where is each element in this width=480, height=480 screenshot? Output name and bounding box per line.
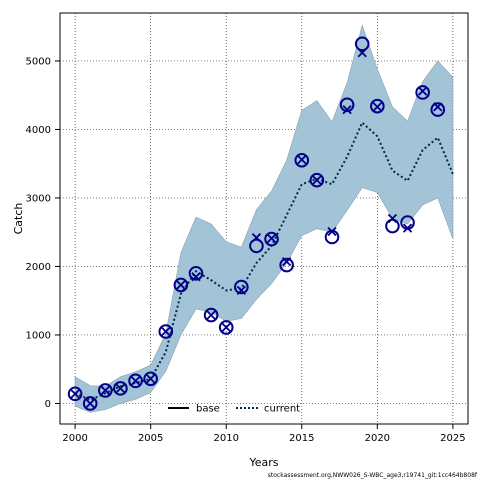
predicted-point (236, 285, 246, 296)
predicted-point (297, 154, 307, 165)
predicted-point (327, 226, 337, 237)
x-tick-label: 2005 (138, 433, 163, 444)
predicted-point (221, 322, 231, 333)
observed-point (294, 152, 310, 168)
predicted-point (357, 48, 367, 58)
x-axis-ticks: 2000 2005 2010 2015 2020 2025 (62, 424, 466, 444)
y-axis-title: Catch (12, 203, 25, 235)
observed-point (98, 383, 113, 398)
predicted-point (206, 310, 216, 320)
x-tick-label: 2015 (289, 433, 314, 444)
observed-point (430, 102, 446, 117)
y-tick-label: 1000 (26, 330, 51, 341)
observed-point (158, 324, 174, 339)
observed-point (203, 307, 219, 323)
confidence-band (74, 24, 454, 413)
observed-point (370, 98, 385, 114)
predicted-point (191, 272, 201, 282)
predicted-point (130, 376, 141, 386)
observed-point (234, 279, 249, 295)
predicted-point (312, 175, 322, 185)
y-tick-label: 0 (45, 399, 51, 410)
predicted-point (387, 213, 398, 224)
observed-point (218, 320, 234, 335)
plot-frame (59, 12, 469, 425)
x-tick-label: 2020 (365, 433, 390, 444)
x-tick-label: 2010 (213, 433, 238, 444)
y-tick-label: 5000 (26, 56, 51, 67)
observed-points (67, 36, 446, 411)
observed-point (354, 36, 370, 52)
predicted-point (418, 86, 428, 96)
observed-point (188, 266, 204, 281)
y-tick-label: 3000 (26, 193, 51, 204)
observed-point (309, 172, 325, 188)
x-tick-label: 2025 (440, 433, 465, 444)
predicted-point (176, 280, 186, 290)
observed-point (415, 85, 430, 100)
observed-point (339, 97, 355, 113)
observed-point (113, 381, 128, 396)
predicted-point (100, 385, 110, 396)
observed-point (128, 373, 143, 389)
predicted-point (282, 257, 292, 267)
predicted-points (70, 48, 443, 409)
x-axis-title: Years (248, 456, 278, 469)
grid (60, 13, 468, 424)
observed-point (143, 371, 158, 387)
confidence-band-area (74, 24, 454, 413)
predicted-point (433, 102, 443, 112)
observed-point (279, 257, 294, 273)
observed-point (82, 396, 98, 411)
y-axis-ticks: 0 1000 2000 3000 4000 5000 (26, 56, 60, 410)
predicted-point (85, 398, 95, 409)
observed-point (173, 277, 189, 293)
legend-base-label: base (196, 404, 220, 415)
observed-point (67, 386, 83, 402)
predicted-point (342, 104, 352, 115)
y-tick-label: 4000 (26, 125, 51, 136)
predicted-point (115, 383, 126, 394)
footer-source-text: stockassessment.org,NWW026_S-WBC_age3,r1… (268, 472, 478, 479)
predicted-point (372, 102, 382, 112)
predicted-point (402, 223, 413, 233)
x-tick-label: 2000 (62, 433, 87, 444)
legend: base current (168, 404, 300, 415)
predicted-point (266, 233, 277, 244)
predicted-point (251, 233, 262, 243)
predicted-point (146, 374, 156, 384)
legend-current-label: current (264, 404, 300, 415)
predicted-point (70, 389, 80, 399)
observed-point (264, 231, 279, 247)
observed-point (249, 238, 264, 254)
y-tick-label: 2000 (26, 262, 51, 273)
predicted-point (161, 326, 171, 337)
